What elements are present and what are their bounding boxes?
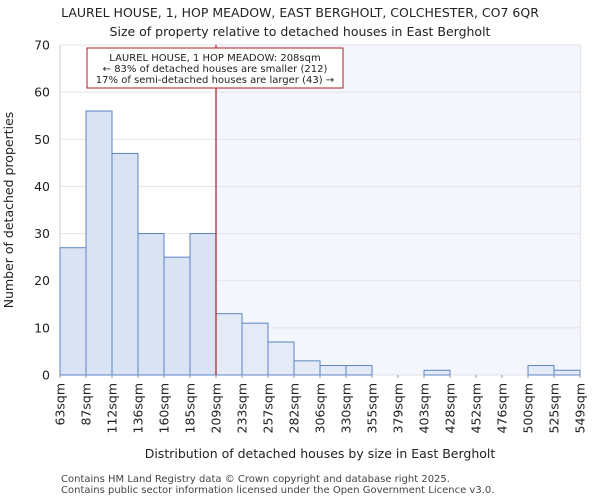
- bar-525sqm: [553, 369, 581, 376]
- x-tick-label: 379sqm: [391, 383, 406, 433]
- bar-233sqm: [241, 322, 269, 376]
- y-tick-label: 20: [34, 273, 50, 288]
- bar-257sqm: [267, 341, 295, 376]
- bar-403sqm: [423, 369, 451, 376]
- bar-136sqm: [137, 233, 165, 376]
- y-tick-label: 60: [34, 85, 50, 100]
- y-axis-label: Number of detached properties: [1, 112, 16, 309]
- x-tick-label: 257sqm: [261, 383, 276, 433]
- y-tick-label: 70: [34, 38, 50, 53]
- x-tick-label: 63sqm: [53, 383, 68, 426]
- chart-title: LAUREL HOUSE, 1, HOP MEADOW, EAST BERGHO…: [61, 5, 539, 20]
- annotation-box: LAUREL HOUSE, 1 HOP MEADOW: 208sqm ← 83%…: [86, 47, 344, 89]
- bar-185sqm: [189, 233, 217, 376]
- x-tick-label: 330sqm: [339, 383, 354, 433]
- annotation-line-2: ← 83% of detached houses are smaller (21…: [103, 64, 328, 75]
- y-tick-label: 40: [34, 179, 50, 194]
- footer-line-1: Contains HM Land Registry data © Crown c…: [61, 474, 450, 485]
- bars: [59, 110, 581, 376]
- x-tick-label: 452sqm: [469, 383, 484, 433]
- x-tick-label: 355sqm: [365, 383, 380, 433]
- x-tick-label: 209sqm: [209, 383, 224, 433]
- x-tick-label: 428sqm: [443, 383, 458, 433]
- x-tick-label: 87sqm: [79, 383, 94, 426]
- bar-160sqm: [163, 256, 191, 376]
- y-tick-label: 0: [42, 368, 50, 383]
- chart-subtitle: Size of property relative to detached ho…: [110, 24, 491, 39]
- y-tick-label: 30: [34, 226, 50, 241]
- bar-282sqm: [293, 360, 321, 376]
- footer-line-2: Contains public sector information licen…: [61, 485, 495, 496]
- bar-306sqm: [319, 365, 347, 376]
- x-tick-label: 160sqm: [157, 383, 172, 433]
- bar-87sqm: [85, 110, 113, 376]
- annotation-line-1: LAUREL HOUSE, 1 HOP MEADOW: 208sqm: [109, 53, 320, 64]
- x-tick-label: 476sqm: [495, 383, 510, 433]
- x-tick-label: 282sqm: [287, 383, 302, 433]
- bar-63sqm: [59, 247, 87, 376]
- bar-209sqm: [215, 313, 243, 376]
- x-tick-label: 233sqm: [235, 383, 250, 433]
- x-tick-label: 306sqm: [313, 383, 328, 433]
- y-tick-label: 10: [34, 320, 50, 335]
- x-tick-label: 136sqm: [131, 383, 146, 433]
- x-tick-label: 500sqm: [521, 383, 536, 433]
- bar-330sqm: [345, 365, 373, 376]
- x-axis-label: Distribution of detached houses by size …: [145, 446, 496, 461]
- shaded-region-after-marker: [216, 45, 580, 375]
- y-ticks: 0 10 20 30 40 50 60 70: [34, 38, 50, 383]
- x-ticks: 63sqm 87sqm 112sqm 136sqm 160sqm 185sqm 209sqm…: [53, 375, 588, 433]
- x-tick-label: 549sqm: [573, 383, 588, 433]
- bar-500sqm: [527, 365, 555, 376]
- annotation-line-3: 17% of semi-detached houses are larger (…: [96, 75, 334, 86]
- y-tick-label: 50: [34, 132, 50, 147]
- x-tick-label: 525sqm: [547, 383, 562, 433]
- x-tick-label: 403sqm: [417, 383, 432, 433]
- x-tick-label: 112sqm: [105, 383, 120, 433]
- bar-112sqm: [111, 152, 139, 376]
- x-tick-label: 185sqm: [183, 383, 198, 433]
